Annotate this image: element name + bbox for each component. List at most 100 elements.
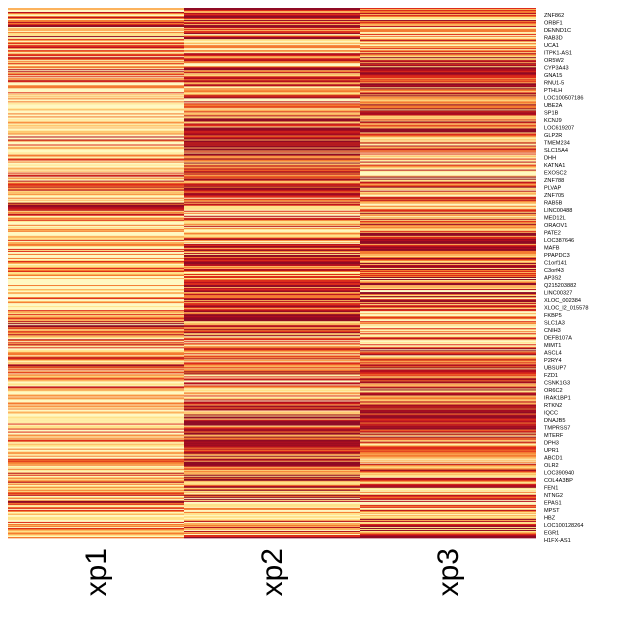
heatmap-cell [360, 52, 536, 54]
heatmap-cell [8, 316, 184, 318]
heatmap-cell [360, 513, 536, 516]
heatmap-cell [360, 132, 536, 134]
row-label: OLR2 [544, 463, 559, 469]
heatmap-cell [184, 42, 360, 44]
heatmap-cell [184, 235, 360, 238]
row-label: TMPRSS7 [544, 426, 570, 432]
heatmap-cell [360, 409, 536, 411]
heatmap-cell [360, 90, 536, 92]
heatmap-cell [8, 353, 184, 355]
heatmap-cell [184, 58, 360, 60]
heatmap-cell [184, 71, 360, 73]
row-label: ITPK1-AS1 [544, 51, 572, 57]
heatmap-cell [184, 88, 360, 90]
heatmap-cell [8, 16, 184, 18]
heatmap-cell [8, 358, 184, 360]
row-label: KATNA1 [544, 163, 565, 169]
heatmap-cell [8, 483, 184, 486]
heatmap-cell [184, 182, 360, 185]
heatmap-cell [360, 118, 536, 120]
heatmap-cell [184, 146, 360, 148]
heatmap-cell [184, 69, 360, 71]
heatmap-cell [184, 221, 360, 224]
heatmap-cell [184, 200, 360, 203]
row-label: P2RY4 [544, 358, 562, 364]
heatmap-cell [184, 367, 360, 369]
heatmap-cell [360, 363, 536, 365]
heatmap-cell [360, 297, 536, 299]
heatmap-cell [8, 11, 184, 13]
heatmap-cell [8, 341, 184, 343]
heatmap-cell [360, 15, 536, 17]
heatmap-cell [360, 301, 536, 303]
heatmap-cell [8, 498, 184, 501]
heatmap-cell [360, 61, 536, 63]
heatmap-cell [8, 238, 184, 241]
heatmap-cell [8, 434, 184, 436]
heatmap-cell [8, 259, 184, 262]
heatmap-cell [360, 321, 536, 323]
heatmap-cell [8, 390, 184, 392]
heatmap-cell [360, 36, 536, 38]
heatmap-cell [360, 368, 536, 370]
heatmap-cell [360, 12, 536, 14]
heatmap-cell [184, 297, 360, 299]
heatmap-cell [184, 91, 360, 93]
heatmap-cell [360, 55, 536, 57]
heatmap-cell [184, 509, 360, 512]
row-label: KCNJ9 [544, 118, 562, 124]
heatmap-cell [8, 255, 184, 258]
heatmap-cell [360, 173, 536, 175]
heatmap-cell [8, 51, 184, 53]
heatmap-cell [184, 66, 360, 68]
heatmap-cell [360, 293, 536, 295]
heatmap-cell [184, 31, 360, 33]
heatmap-cell [360, 478, 536, 481]
heatmap-cell [360, 401, 536, 403]
heatmap-cell [184, 121, 360, 123]
heatmap-cell [360, 79, 536, 81]
heatmap-cell [360, 468, 536, 471]
heatmap-cell [184, 267, 360, 270]
heatmap-cell [184, 203, 360, 206]
heatmap-cell [360, 279, 536, 281]
heatmap-cell [8, 415, 184, 417]
heatmap-cell [360, 465, 536, 468]
heatmap-cell [360, 271, 536, 274]
heatmap-cell [8, 429, 184, 431]
heatmap-cell [360, 500, 536, 503]
heatmap-cell [360, 208, 536, 211]
heatmap-cell [360, 78, 536, 80]
heatmap-cell [8, 36, 184, 38]
heatmap-cell [8, 194, 184, 197]
heatmap-cell [360, 99, 536, 101]
heatmap-cell [8, 303, 184, 305]
heatmap-cell [184, 319, 360, 321]
heatmap-cell [360, 235, 536, 238]
heatmap-cell [8, 95, 184, 97]
heatmap-cell [184, 398, 360, 400]
heatmap-cell [184, 436, 360, 438]
heatmap-cell [360, 493, 536, 496]
heatmap-cell [360, 347, 536, 349]
heatmap-cell [8, 64, 184, 66]
heatmap-cell [360, 335, 536, 337]
heatmap-cell [184, 507, 360, 510]
heatmap-cell [360, 509, 536, 512]
heatmap-cell [184, 456, 360, 459]
heatmap-cell [8, 205, 184, 208]
heatmap-cell [184, 449, 360, 452]
heatmap-cell [8, 77, 184, 79]
heatmap-cell [8, 453, 184, 456]
row-label: CNIH3 [544, 328, 561, 334]
heatmap-cell [8, 393, 184, 395]
heatmap-cell [184, 109, 360, 111]
heatmap-cell [360, 250, 536, 253]
heatmap-cell [8, 174, 184, 176]
heatmap-cell [8, 265, 184, 268]
heatmap-cell [8, 8, 184, 10]
heatmap-cell [184, 445, 360, 448]
heatmap-cell [8, 311, 184, 313]
heatmap-cell [360, 448, 536, 451]
heatmap-cell [184, 40, 360, 42]
